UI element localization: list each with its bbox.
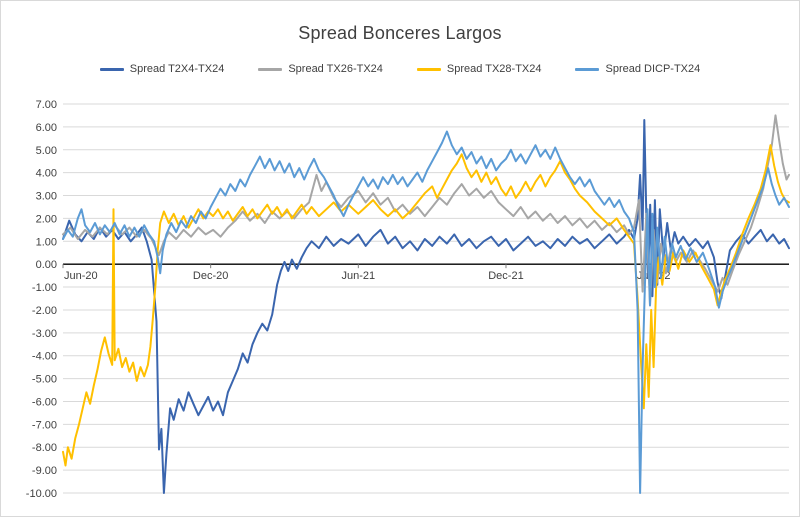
y-tick-label: -6.00 bbox=[32, 396, 57, 408]
x-tick-label: Dec-20 bbox=[193, 270, 228, 282]
y-tick-label: -4.00 bbox=[32, 351, 57, 363]
y-tick-label: -9.00 bbox=[32, 465, 57, 477]
series-line bbox=[62, 144, 790, 467]
legend-label: Spread DICP-TX24 bbox=[605, 63, 701, 75]
y-tick-label: 0.00 bbox=[36, 259, 57, 271]
y-tick-label: -10.00 bbox=[26, 488, 57, 500]
y-tick-label: -1.00 bbox=[32, 282, 57, 294]
legend-item: Spread TX26-TX24 bbox=[258, 63, 383, 75]
y-tick-label: -5.00 bbox=[32, 374, 57, 386]
y-tick-label: -3.00 bbox=[32, 328, 57, 340]
y-tick-label: -8.00 bbox=[32, 442, 57, 454]
legend-line-swatch bbox=[416, 67, 441, 71]
y-tick-label: 2.00 bbox=[36, 213, 57, 225]
legend-line-swatch bbox=[99, 67, 124, 71]
y-tick-label: 1.00 bbox=[36, 236, 57, 248]
legend-line-swatch bbox=[258, 67, 283, 71]
series-line bbox=[62, 119, 790, 494]
legend-item: Spread T2X4-TX24 bbox=[99, 63, 225, 75]
y-tick-label: 5.00 bbox=[36, 145, 57, 157]
series-line bbox=[62, 114, 790, 307]
y-tick-label: -7.00 bbox=[32, 419, 57, 431]
legend-label: Spread TX28-TX24 bbox=[446, 63, 542, 75]
series-line bbox=[62, 130, 790, 494]
legend-item: Spread DICP-TX24 bbox=[575, 63, 700, 75]
y-tick-label: 6.00 bbox=[36, 122, 57, 134]
legend-label: Spread TX26-TX24 bbox=[288, 63, 383, 75]
y-tick-label: 3.00 bbox=[36, 191, 57, 203]
x-tick-label: Dec-21 bbox=[488, 270, 523, 282]
y-tick-label: 4.00 bbox=[36, 168, 57, 180]
chart-legend: Spread T2X4-TX24 Spread TX26-TX24 Spread T… bbox=[1, 63, 799, 75]
legend-label: Spread T2X4-TX24 bbox=[129, 63, 225, 75]
y-tick-label: -2.00 bbox=[32, 305, 57, 317]
x-tick-label: Jun-21 bbox=[342, 270, 376, 282]
y-tick-label: 7.00 bbox=[36, 99, 57, 111]
legend-line-swatch bbox=[575, 67, 600, 71]
chart-title: Spread Bonceres Largos bbox=[298, 23, 502, 43]
legend-item: Spread TX28-TX24 bbox=[416, 63, 542, 75]
x-tick-label: Jun-20 bbox=[64, 270, 98, 282]
